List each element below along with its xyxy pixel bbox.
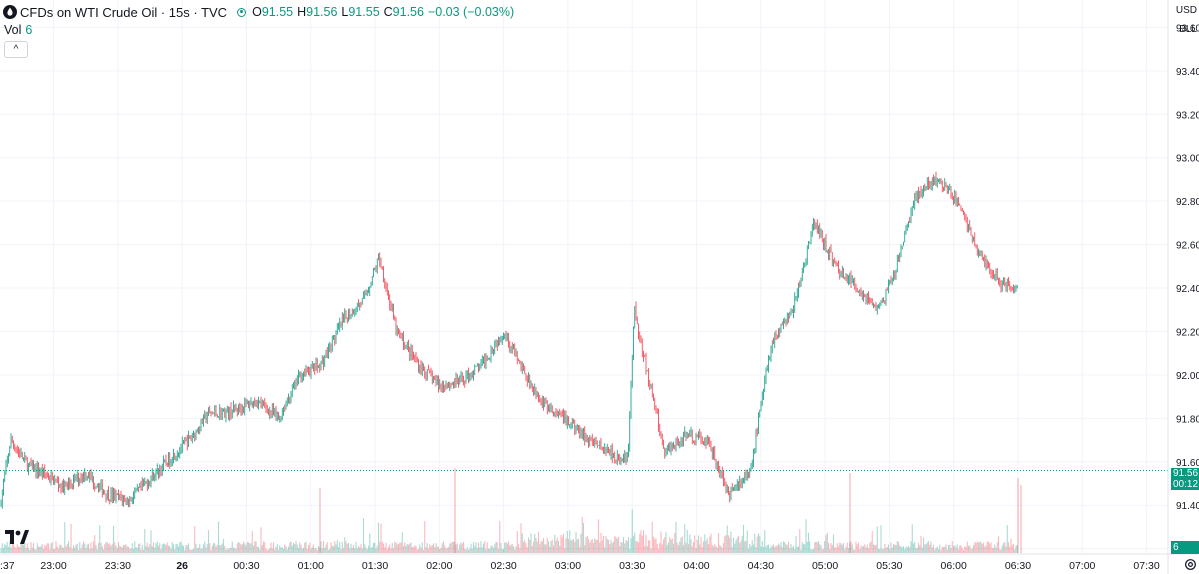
gear-icon[interactable]	[1184, 558, 1197, 571]
volume-legend: Vol 6	[4, 23, 33, 37]
oil-drop-icon	[3, 5, 17, 19]
collapse-legend-button[interactable]: ^	[4, 41, 28, 58]
price-tick-label: 91.40	[1176, 501, 1199, 512]
price-tick-label: 92.40	[1176, 284, 1199, 295]
time-tick-label: 02:00	[426, 560, 452, 572]
time-tick-label: 00:30	[233, 560, 259, 572]
time-tick-label: 23:00	[40, 560, 66, 572]
tradingview-logo-icon[interactable]	[5, 530, 29, 544]
price-tick-label: 92.60	[1176, 241, 1199, 252]
price-tick-label: 92.00	[1176, 371, 1199, 382]
price-tick-label: 93.40	[1176, 67, 1199, 78]
symbol-title[interactable]: CFDs on WTI Crude Oil · 15s · TVC	[20, 4, 228, 20]
low-value: 91.55	[348, 5, 380, 19]
high-value: 91.56	[306, 5, 338, 19]
price-tick-label: 91.80	[1176, 414, 1199, 425]
bar-countdown: 00:12	[1173, 479, 1199, 490]
open-value: 91.55	[261, 5, 294, 19]
price-tick-label: 93.20	[1176, 110, 1199, 121]
time-tick-label: 01:00	[298, 560, 324, 572]
price-tick-label: 92.20	[1176, 327, 1199, 338]
time-tick-label: 01:30	[362, 560, 388, 572]
time-tick-label: 04:00	[683, 560, 709, 572]
last-price-tag: 91.56 00:12	[1171, 468, 1199, 490]
unit-label[interactable]: BLL	[1179, 24, 1197, 35]
price-tick-label: 91.60	[1176, 458, 1199, 469]
price-tick-label: 92.80	[1176, 197, 1199, 208]
time-tick-label: 02:30	[490, 560, 516, 572]
time-tick-label: 06:00	[941, 560, 967, 572]
time-tick-label: 03:00	[555, 560, 581, 572]
chevron-up-icon: ^	[13, 44, 19, 55]
time-tick-label: 07:30	[1133, 560, 1159, 572]
market-open-dot-icon	[237, 7, 247, 17]
candles	[0, 171, 1018, 509]
time-tick-label: 05:30	[876, 560, 902, 572]
currency-label[interactable]: USD	[1175, 5, 1197, 16]
time-tick-label: 04:30	[748, 560, 774, 572]
chart-grid	[0, 0, 1168, 553]
time-tick-label: :37	[0, 560, 15, 572]
time-tick-label: 03:30	[619, 560, 645, 572]
time-tick-label: 23:30	[105, 560, 131, 572]
volume-tag: 6	[1171, 541, 1199, 554]
volume-bars	[0, 468, 1022, 553]
time-tick-label: 06:30	[1005, 560, 1031, 572]
change-value: −0.03 (−0.03%)	[427, 5, 515, 19]
time-tick-label: 26	[176, 560, 188, 572]
price-tick-label: 93.00	[1176, 154, 1199, 165]
price-tick-label: 93.60	[1176, 23, 1199, 34]
chart-legend: CFDs on WTI Crude Oil · 15s · TVC O 91.55…	[0, 3, 518, 21]
time-tick-label: 07:00	[1069, 560, 1095, 572]
close-value: 91.56	[392, 5, 424, 19]
time-tick-label: 05:00	[812, 560, 838, 572]
